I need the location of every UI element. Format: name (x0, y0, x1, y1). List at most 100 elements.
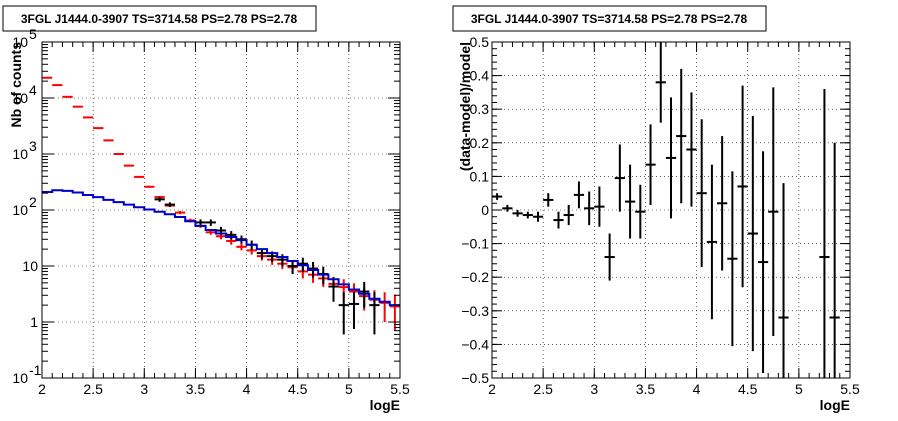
y-tick-label: 10 (12, 34, 28, 50)
data-point-0 (563, 204, 574, 226)
x-tick-label: 2 (488, 381, 496, 397)
data-point-0 (553, 211, 564, 229)
residuals-chart: 3FGL J1444.0-3907 TS=3714.58 PS=2.78 PS=… (452, 5, 860, 413)
x-tick-label: 4 (243, 381, 251, 397)
data-point-1 (359, 281, 370, 308)
data-point-0 (614, 144, 625, 212)
residuals-x-axis-title: logE (820, 397, 850, 413)
data-point-0 (113, 153, 124, 155)
data-point-1 (338, 292, 349, 335)
y-tick-label: 10 (22, 258, 38, 274)
counts-x-axis-title: logE (370, 397, 400, 413)
data-point-0 (727, 171, 738, 347)
x-tick-label: 5 (795, 381, 803, 397)
data-point-1 (205, 219, 216, 226)
x-tick-label: 3 (140, 381, 148, 397)
y-tick-label: −0.4 (461, 336, 489, 352)
y-tick-exponent: 4 (29, 82, 37, 98)
data-point-0 (624, 164, 636, 239)
data-point-0 (93, 127, 104, 130)
data-point-0 (236, 243, 247, 251)
y-tick-label: 0.2 (470, 135, 490, 151)
counts-chart: 3FGL J1444.0-3907 TS=3714.58 PS=2.78 PS=… (2, 5, 410, 413)
x-tick-label: 5.5 (840, 381, 860, 397)
residuals-y-axis-title: (data-model)/model (457, 42, 473, 171)
x-tick-label: 2.5 (533, 381, 553, 397)
y-tick-label: 0.1 (470, 168, 490, 184)
data-point-0 (584, 191, 595, 226)
y-tick-label: 0.5 (470, 34, 490, 50)
residuals-grid (492, 42, 850, 378)
y-tick-label: 1 (30, 314, 38, 330)
data-point-0 (103, 139, 114, 142)
data-point-0 (512, 210, 523, 217)
x-tick-label: 5.5 (390, 381, 410, 397)
data-point-0 (676, 68, 687, 204)
residuals-marks (492, 42, 840, 378)
y-tick-label: −0.3 (461, 303, 489, 319)
data-point-0 (532, 211, 544, 222)
data-point-0 (778, 183, 789, 378)
data-point-0 (819, 89, 830, 378)
y-tick-label: 10 (12, 202, 28, 218)
y-tick-label: 0.3 (470, 101, 490, 117)
y-tick-label: 0 (481, 202, 489, 218)
data-point-0 (706, 164, 718, 320)
data-point-0 (379, 292, 390, 322)
data-point-1 (164, 202, 175, 208)
x-tick-label: 4.5 (738, 381, 758, 397)
counts-y-axis-title: Nb of counts (8, 42, 24, 128)
data-point-0 (829, 142, 840, 378)
data-point-1 (328, 277, 339, 302)
x-tick-label: 3.5 (636, 381, 656, 397)
x-tick-label: 4.5 (288, 381, 308, 397)
data-point-0 (768, 87, 779, 336)
data-point-0 (717, 136, 728, 271)
data-point-0 (174, 210, 186, 215)
data-point-0 (686, 92, 697, 207)
y-tick-label: −0.1 (461, 236, 489, 252)
counts-title: 3FGL J1444.0-3907 TS=3714.58 PS=2.78 PS=… (21, 12, 298, 26)
y-tick-label: 10 (12, 370, 28, 386)
data-point-0 (655, 42, 666, 123)
data-point-0 (737, 85, 748, 288)
y-tick-exponent: -1 (29, 362, 42, 378)
data-point-1 (154, 197, 165, 202)
residuals-title-box (452, 5, 767, 32)
y-tick-label: 10 (12, 90, 28, 106)
counts-grid (42, 42, 400, 378)
data-point-1 (226, 231, 237, 240)
x-tick-label: 3 (590, 381, 598, 397)
model-step-line (42, 189, 400, 307)
data-point-1 (287, 259, 298, 274)
data-point-0 (52, 84, 63, 87)
data-point-0 (757, 151, 769, 373)
x-tick-label: 4 (693, 381, 701, 397)
data-point-0 (502, 204, 513, 212)
residuals-axes: 2 2.5 3 3.5 4 4.5 5 5.5 −0.5 −0.4 −0.3 −0.2 −0.1 0 0.1… (461, 34, 860, 397)
data-point-0 (123, 164, 135, 167)
data-point-0 (594, 186, 605, 227)
data-point-1 (195, 219, 206, 226)
data-point-0 (389, 294, 400, 331)
y-tick-exponent: 2 (29, 194, 37, 210)
data-point-0 (522, 211, 533, 219)
residuals-title: 3FGL J1444.0-3907 TS=3714.58 PS=2.78 PS=… (471, 12, 748, 26)
data-point-0 (72, 105, 83, 108)
data-point-0 (82, 116, 94, 119)
data-point-0 (645, 124, 656, 205)
x-tick-label: 5 (345, 381, 353, 397)
data-point-0 (604, 233, 615, 281)
data-point-0 (747, 115, 758, 352)
x-tick-label: 2 (38, 381, 46, 397)
data-point-0 (573, 181, 585, 209)
data-point-0 (42, 76, 53, 79)
data-point-0 (665, 97, 677, 219)
x-tick-label: 2.5 (83, 381, 103, 397)
y-tick-exponent: 3 (29, 138, 37, 154)
counts-marks (42, 76, 400, 335)
y-tick-label: 10 (12, 146, 28, 162)
data-point-1 (256, 248, 268, 259)
data-point-0 (144, 185, 155, 188)
